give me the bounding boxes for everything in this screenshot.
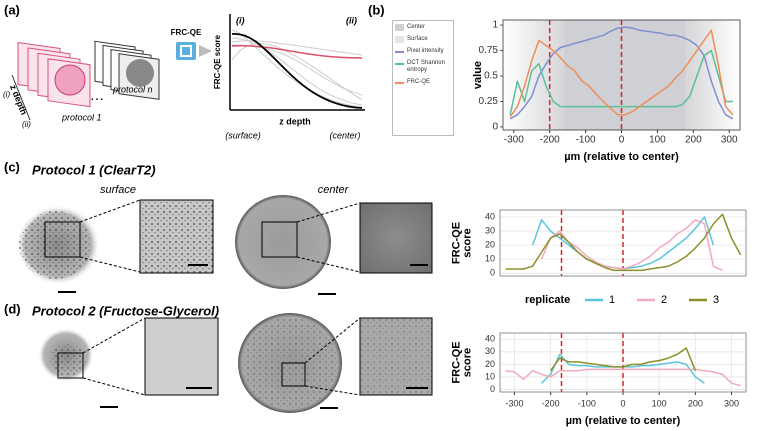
x-tick-label: 0 [620, 398, 625, 408]
plot-xlabel: z depth [279, 116, 311, 126]
legend-item: FRC-QE [395, 79, 451, 86]
y-tick-label: 0 [490, 384, 495, 394]
y-tick-label: 20 [485, 239, 495, 249]
y-axis-label: FRC-QE [450, 341, 462, 383]
legend-swatch [395, 82, 404, 84]
protocol-n: protocol n [112, 84, 153, 94]
legend-label: 2 [661, 294, 667, 306]
panel-label: (b) [368, 2, 385, 17]
method-icon [176, 42, 212, 60]
y-axis-label: value [472, 61, 484, 89]
curve-ii: (ii) [346, 15, 357, 25]
x-tick-label: 0 [619, 135, 625, 146]
x-tick-label: -100 [576, 135, 596, 146]
x-tick-label: -100 [578, 398, 596, 408]
ellipsis: ⋯ [90, 91, 104, 107]
plot-frame [499, 209, 747, 277]
legend-label: FRC-QE [407, 79, 430, 85]
legend-item: Center [395, 24, 451, 31]
y-tick-label: 0.5 [484, 71, 498, 82]
legend-title: replicate [525, 294, 570, 306]
x-tick-label: -200 [540, 135, 560, 146]
protocol-1: protocol 1 [61, 112, 102, 122]
protocol-title: Protocol 2 (Fructose-Glycerol) [32, 303, 219, 318]
panel-label: (c) [4, 159, 20, 174]
image-caption: surface [100, 184, 136, 196]
series-line [509, 29, 734, 118]
stack-ii: (ii) [22, 120, 31, 129]
legend-label: DCT Shannon entropy [407, 60, 445, 73]
x-tick-label: -300 [505, 398, 523, 408]
series-line [509, 49, 733, 115]
schematic-plot [229, 14, 365, 111]
legend-item: Surface [395, 36, 451, 43]
plot-frame [499, 332, 747, 393]
z-depth-label: z depth [8, 83, 29, 116]
y-tick-label: 10 [485, 371, 495, 381]
y-tick-label: 40 [485, 334, 495, 344]
legend-label: Surface [407, 36, 428, 42]
x-tick-label: 300 [724, 398, 739, 408]
shaded-region [564, 20, 687, 130]
protocol-title: Protocol 1 (ClearT2) [32, 162, 156, 177]
series-line [505, 368, 741, 387]
panel-label: (a) [4, 2, 20, 17]
legend-label: Pixel intensity [407, 48, 444, 54]
y-tick-label: 30 [485, 225, 495, 235]
x-axis-label: µm (relative to center) [564, 151, 679, 163]
x-tick-label: 100 [649, 135, 666, 146]
plot-ylabel: FRC-QE score [213, 34, 222, 89]
y-tick-label: 1 [492, 20, 498, 31]
legend-swatch [395, 63, 404, 65]
micrograph [16, 195, 433, 295]
y-axis-label: FRC-QE [450, 222, 462, 264]
y-tick-label: 10 [485, 254, 495, 264]
x-tick-label: 200 [685, 135, 702, 146]
legend-swatch [395, 24, 404, 31]
curve-i: (i) [236, 15, 245, 25]
y-axis-label: score [461, 228, 473, 257]
x-tick-label: 200 [688, 398, 703, 408]
legend-swatch [395, 51, 404, 53]
x-tick-label: 100 [652, 398, 667, 408]
y-tick-label: 30 [485, 346, 495, 356]
legend-label: Center [407, 24, 426, 30]
y-tick-label: 0 [492, 122, 498, 133]
series-line [540, 219, 723, 272]
z-axis [11, 74, 31, 121]
legend-swatch [395, 36, 404, 43]
x-tick-label: -200 [542, 398, 560, 408]
pink-stack [17, 41, 91, 108]
panel-label: (d) [4, 301, 21, 316]
y-tick-label: 20 [485, 359, 495, 369]
y-tick-label: 0.25 [479, 96, 499, 107]
x-tick-label: 300 [721, 135, 738, 146]
stack-i: (i) [3, 90, 10, 99]
plot-center: (center) [329, 130, 360, 140]
legend-item: Pixel intensity [395, 48, 451, 55]
y-axis-label: score [461, 348, 473, 377]
series-line [509, 26, 734, 120]
y-tick-label: 0.75 [479, 45, 499, 56]
gray-stack [94, 40, 160, 100]
legend-label: 1 [609, 294, 615, 306]
y-tick-label: 40 [485, 211, 495, 221]
plot-surface: (surface) [225, 130, 261, 140]
micrograph [38, 313, 433, 413]
legend-item: DCT Shannon entropy [395, 60, 451, 74]
legend: Center Surface Pixel intensity DCT Shannon … [392, 20, 454, 136]
series-line [505, 213, 742, 272]
x-tick-label: -300 [504, 135, 524, 146]
x-axis-label: µm (relative to center) [566, 415, 681, 427]
plot-frame [502, 19, 741, 131]
series-line [549, 347, 697, 372]
y-tick-label: 0 [490, 268, 495, 278]
image-caption: center [318, 184, 350, 196]
method-name: FRC-QE [171, 28, 202, 37]
legend-label: 3 [713, 294, 719, 306]
